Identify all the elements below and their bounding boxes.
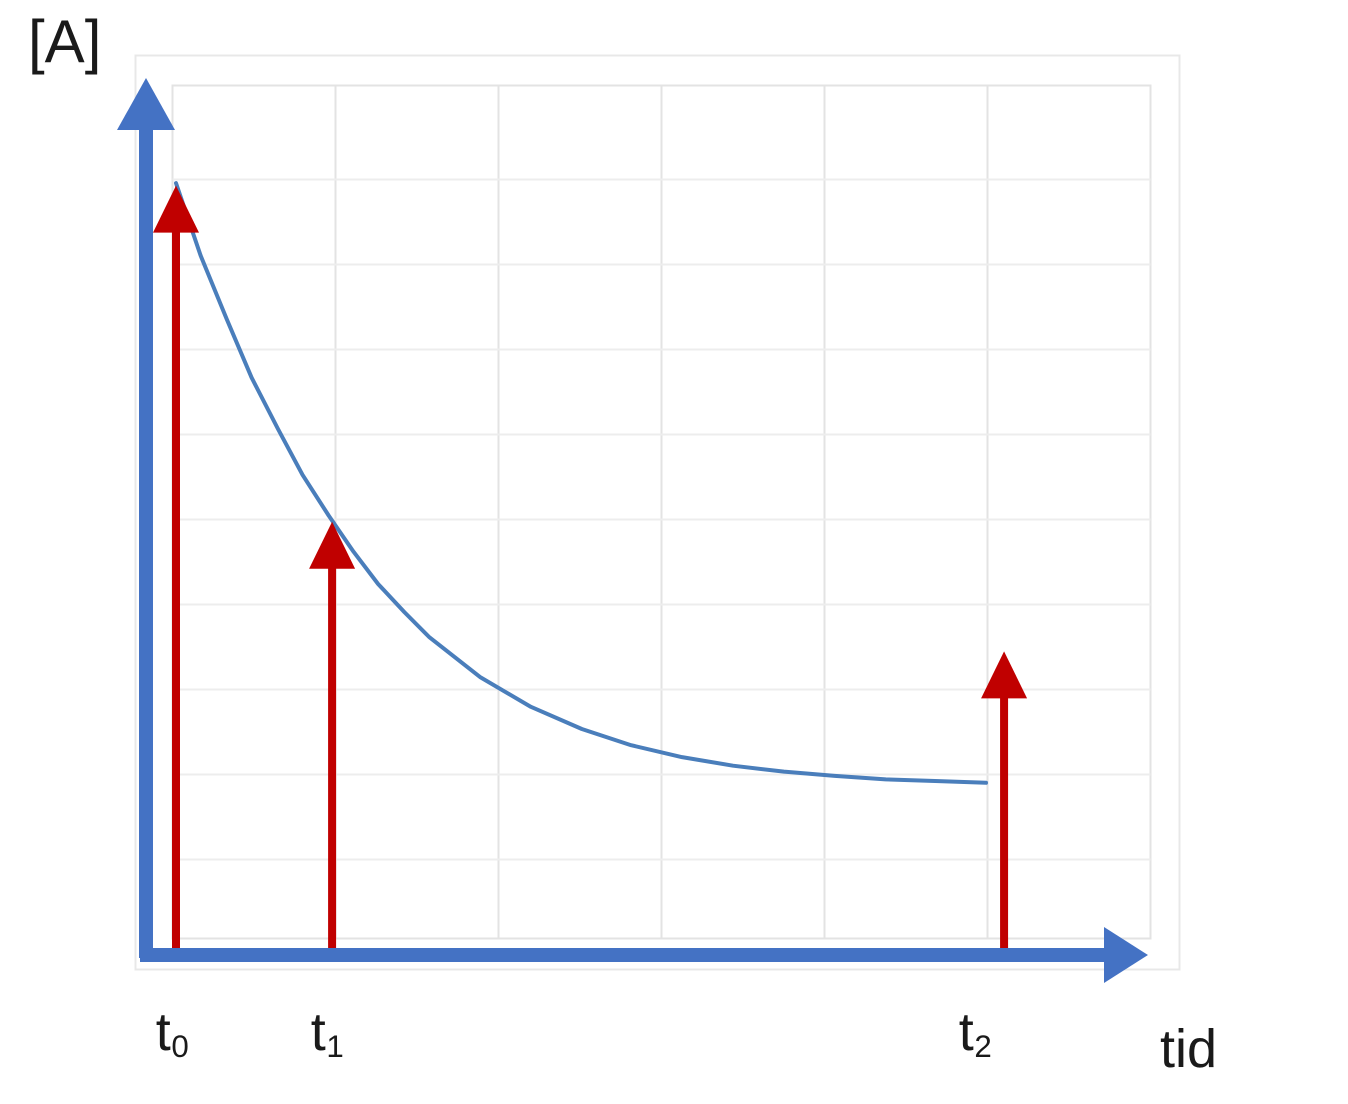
x-axis [140, 927, 1148, 983]
y-axis [117, 78, 175, 958]
x-axis-title: tid [1160, 1019, 1218, 1079]
y-axis-title: [A] [28, 8, 102, 75]
x-tick-label-t1-subscript: 1 [326, 1028, 344, 1064]
marker-arrow-t0 [153, 185, 199, 955]
x-tick-label-t1: t1 [310, 1002, 344, 1062]
x-tick-label-t2-base: t [958, 1002, 974, 1062]
marker-arrow-t2 [981, 651, 1028, 955]
chart-outer-border [134, 54, 1181, 971]
x-tick-label-t0-base: t [155, 1002, 171, 1062]
x-tick-label-t1-base: t [310, 1002, 326, 1062]
x-tick-label-t0: t0 [155, 1002, 189, 1062]
x-tick-label-t0-subscript: 0 [171, 1028, 189, 1064]
series-line-concentration [174, 181, 988, 785]
marker-arrow-t1 [309, 521, 356, 955]
grid-vertical [334, 85, 989, 939]
x-tick-label-t2-subscript: 2 [974, 1028, 992, 1064]
x-tick-label-t2: t2 [958, 1002, 992, 1062]
